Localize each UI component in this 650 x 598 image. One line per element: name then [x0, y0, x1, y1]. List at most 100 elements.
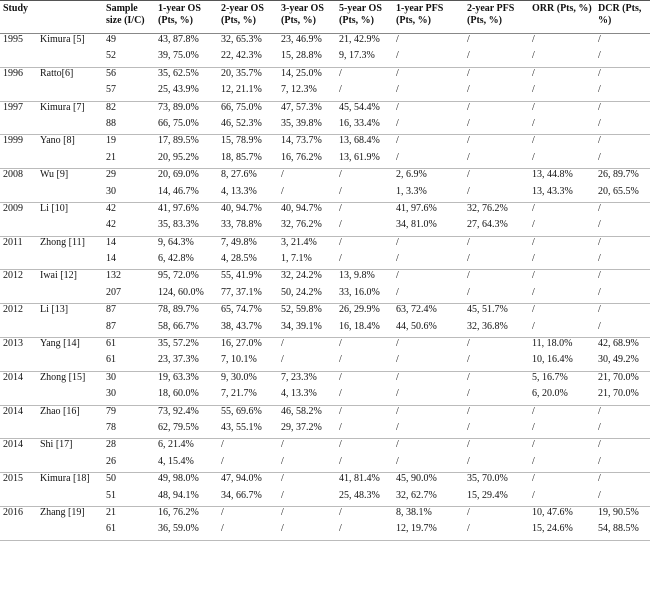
empty-cell: [0, 84, 37, 102]
empty-cell: [37, 151, 104, 170]
data-cell: 18, 85.7%: [218, 151, 279, 170]
empty-cell: [37, 320, 104, 339]
data-cell: /: [532, 236, 535, 248]
empty-cell: [37, 117, 104, 136]
year-cell: 1999: [3, 135, 23, 147]
data-cell: 12, 19.7%: [393, 523, 465, 541]
data-cell: /: [532, 101, 535, 113]
data-cell: /: [467, 371, 470, 383]
data-cell: /: [529, 219, 596, 237]
data-cell: /: [464, 388, 530, 406]
empty-cell: [0, 523, 37, 541]
table-row: 2013 Yang [14] 61 35, 57.2% 16, 27.0% / / / / 11,…: [0, 338, 650, 355]
header-cell: ORR (Pts, %): [529, 0, 596, 34]
data-cell: /: [336, 455, 394, 474]
data-cell: 16, 76.2%: [158, 506, 199, 518]
data-cell: 21, 70.0%: [598, 371, 639, 383]
data-cell: 8, 27.6%: [221, 169, 257, 181]
data-cell: /: [598, 67, 601, 79]
data-cell: /: [393, 84, 465, 102]
data-cell: 124, 60.0%: [155, 286, 219, 305]
data-cell: /: [464, 455, 530, 474]
data-cell: /: [467, 101, 470, 113]
data-cell: 51: [103, 489, 156, 507]
table-row: 1999 Yano [8] 19 17, 89.5% 15, 78.9% 14, 73.7…: [0, 135, 650, 152]
data-cell: /: [278, 185, 337, 203]
data-cell: 26: [103, 455, 156, 474]
data-cell: 43, 87.8%: [158, 34, 199, 45]
data-cell: /: [595, 421, 650, 440]
data-cell: /: [467, 34, 470, 45]
empty-cell: [37, 489, 104, 507]
data-cell: /: [464, 151, 530, 170]
table-row: 57 25, 43.9% 12, 21.1% 7, 12.3% / / / / /: [0, 84, 650, 102]
data-cell: /: [396, 439, 399, 451]
data-cell: /: [467, 439, 470, 451]
data-cell: /: [595, 455, 650, 474]
data-cell: 13, 68.4%: [339, 135, 380, 147]
data-cell: /: [221, 506, 224, 518]
data-cell: 45, 90.0%: [396, 473, 437, 485]
data-cell: 48, 94.1%: [155, 489, 219, 507]
data-cell: /: [221, 439, 224, 451]
data-cell: /: [281, 473, 284, 485]
data-cell: /: [595, 117, 650, 136]
data-cell: 19: [106, 135, 117, 147]
empty-cell: [0, 185, 37, 203]
data-cell: /: [396, 405, 399, 417]
header-cell: 2-year OS (Pts, %): [218, 0, 279, 34]
data-cell: /: [278, 489, 337, 507]
data-cell: /: [598, 405, 601, 417]
table-row: 2008 Wu [9] 29 20, 69.0% 8, 27.6% / / 2, 6.9% / 1…: [0, 169, 650, 186]
data-cell: 9, 64.3%: [158, 236, 194, 248]
data-cell: /: [278, 354, 337, 372]
data-cell: 32, 76.2%: [278, 219, 337, 237]
data-cell: 44, 50.6%: [393, 320, 465, 339]
data-cell: 32, 62.7%: [393, 489, 465, 507]
table-row: 42 35, 83.3% 33, 78.8% 32, 76.2%/34, 81.0% 2…: [0, 219, 650, 237]
header-cell: 1-year OS (Pts, %): [155, 0, 219, 34]
data-cell: /: [529, 117, 596, 136]
data-cell: /: [532, 439, 535, 451]
data-cell: 73, 92.4%: [158, 405, 199, 417]
data-cell: /: [464, 286, 530, 305]
empty-cell: [0, 421, 37, 440]
data-cell: 13, 43.3%: [529, 185, 596, 203]
data-cell: 22, 42.3%: [218, 50, 279, 68]
data-cell: 28: [106, 439, 117, 451]
empty-cell: [37, 455, 104, 474]
data-cell: 42: [103, 219, 156, 237]
header-cell: 1-year PFS (Pts, %): [393, 0, 465, 34]
author-cell: Li [10]: [40, 202, 69, 214]
table-row: 88 66, 75.0% 46, 52.3% 35, 39.8% 16, 33.4% / /…: [0, 117, 650, 136]
data-cell: /: [595, 219, 650, 237]
data-cell: /: [467, 236, 470, 248]
data-cell: 14, 73.7%: [281, 135, 322, 147]
empty-cell: [37, 185, 104, 203]
data-cell: 7, 12.3%: [278, 84, 337, 102]
table-body: 1995 Kimura [5] 49 43, 87.8% 32, 65.3% 23, 46…: [0, 34, 650, 541]
data-cell: 21, 42.9%: [339, 34, 380, 45]
data-cell: 41, 97.6%: [396, 202, 437, 214]
header-cell: 2-year PFS (Pts, %): [464, 0, 530, 34]
data-cell: /: [467, 270, 470, 282]
empty-cell: [0, 151, 37, 170]
data-cell: /: [529, 421, 596, 440]
data-cell: 41, 81.4%: [339, 473, 380, 485]
data-cell: 38, 43.7%: [218, 320, 279, 339]
data-cell: 52, 59.8%: [281, 304, 322, 316]
empty-cell: [0, 388, 37, 406]
data-cell: /: [598, 236, 601, 248]
data-cell: 39, 75.0%: [155, 50, 219, 68]
data-cell: /: [339, 236, 342, 248]
table-row: 30 18, 60.0% 7, 21.7% 4, 13.3% / //6, 20.0% 21…: [0, 388, 650, 406]
data-cell: 49, 98.0%: [158, 473, 199, 485]
data-cell: /: [595, 320, 650, 339]
data-cell: /: [336, 253, 394, 271]
header-cell: DCR (Pts, %): [595, 0, 650, 34]
data-cell: 43, 55.1%: [218, 421, 279, 440]
data-cell: /: [598, 34, 601, 45]
header-row: Study Sample size (I/C) 1-year OS (Pts, %…: [0, 0, 650, 34]
data-cell: 58, 66.7%: [155, 320, 219, 339]
data-cell: 34, 81.0%: [393, 219, 465, 237]
